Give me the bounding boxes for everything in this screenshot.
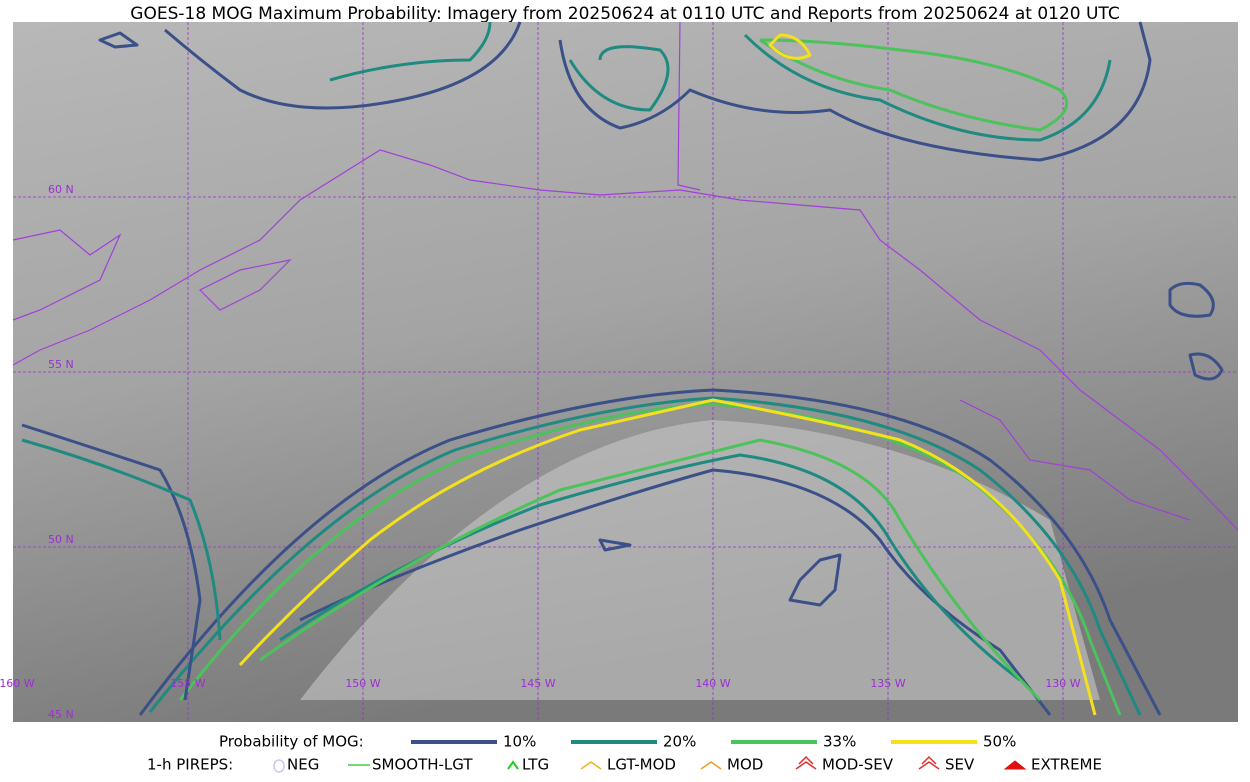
coastline: [959, 399, 1191, 521]
contour-20: [329, 21, 492, 82]
pirep-icon: [580, 761, 602, 770]
pirep-icon: [795, 761, 817, 770]
contour-50: [238, 398, 1097, 716]
pirep-icon: [507, 760, 519, 770]
contours: [21, 21, 1224, 716]
legend-entry: 10%: [503, 733, 536, 751]
legend-label: Probability of MOG:: [219, 733, 364, 751]
pirep-icon: [273, 759, 285, 773]
contour-33: [259, 438, 1042, 702]
lon-label: 150 W: [345, 677, 380, 690]
lon-label: 130 W: [1045, 677, 1080, 690]
legend-entry: 33%: [823, 733, 856, 751]
contour-20: [21, 438, 222, 641]
map: 60 N 55 N 50 N 45 N 160 W 155 W 150 W 145 W 140 …: [0, 21, 1239, 722]
pirep-icon: [918, 761, 940, 770]
lon-label: 145 W: [520, 677, 555, 690]
legend-entry: NEG: [287, 756, 319, 774]
legend-label: 1-h PIREPS:: [147, 756, 233, 774]
legend: Probability of MOG: 10% 20% 33% 50% 1-h PIREP…: [147, 733, 1102, 774]
coastline: [12, 149, 1239, 531]
lon-label: 160 W: [0, 677, 35, 690]
contour-10: [21, 423, 202, 701]
legend-entry: LGT-MOD: [607, 756, 676, 774]
legend-entry: EXTREME: [1031, 756, 1102, 774]
legend-entry: MOD: [727, 756, 763, 774]
lat-label: 45 N: [48, 708, 74, 721]
pirep-icon: [798, 755, 814, 765]
coastline: [12, 229, 122, 321]
coastlines: [12, 21, 1239, 531]
legend-entry: 20%: [663, 733, 696, 751]
island: [198, 259, 292, 311]
contour-10: [299, 468, 1052, 716]
contour-10: [98, 31, 1224, 381]
border: [677, 21, 701, 191]
geo-labels: 60 N 55 N 50 N 45 N 160 W 155 W 150 W 145 W 140 …: [0, 183, 1081, 721]
legend-entry: MOD-SEV: [822, 756, 894, 774]
lon-label: 140 W: [695, 677, 730, 690]
contour-10: [138, 388, 1162, 716]
contour-50: [768, 33, 812, 60]
lon-label: 135 W: [870, 677, 905, 690]
legend-entry: 50%: [983, 733, 1016, 751]
lon-label: 155 W: [170, 677, 205, 690]
lat-label: 60 N: [48, 183, 74, 196]
pirep-icon: [1003, 760, 1027, 770]
legend-entry: SMOOTH-LGT: [372, 756, 473, 774]
contour-33: [759, 38, 1069, 132]
legend-entry: SEV: [945, 756, 975, 774]
contour-10: [598, 538, 842, 607]
legend-entry: LTG: [522, 756, 549, 774]
graticule: [13, 22, 1238, 722]
cloud-band: [300, 420, 1100, 700]
contour-20: [568, 33, 1112, 142]
contour-10: [164, 21, 522, 110]
lat-label: 50 N: [48, 533, 74, 546]
contour-10: [558, 21, 1152, 162]
pirep-icon: [921, 755, 937, 765]
contour-20: [148, 396, 1142, 716]
pirep-icon: [700, 761, 722, 770]
title: GOES-18 MOG Maximum Probability: Imagery…: [130, 4, 1119, 24]
lat-label: 55 N: [48, 358, 74, 371]
